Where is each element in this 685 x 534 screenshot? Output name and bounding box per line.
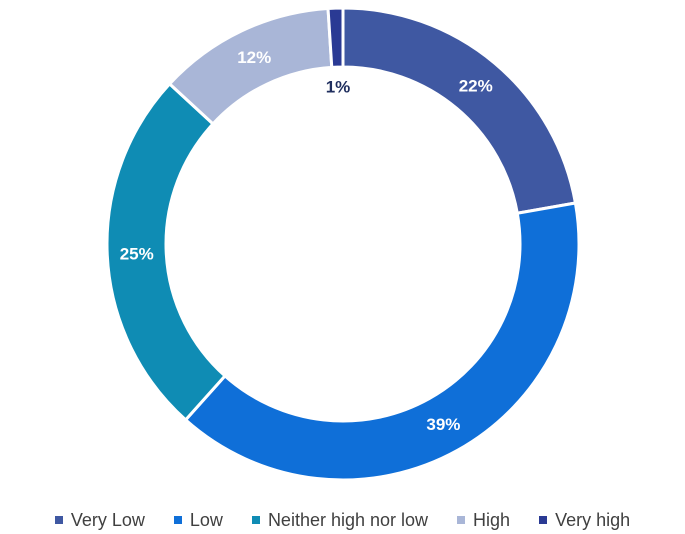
- legend-label-high: High: [473, 509, 511, 530]
- legend-item-neither-high-nor-low: Neither high nor low: [251, 509, 429, 531]
- legend-item-very-low: Very Low: [54, 509, 145, 531]
- legend-swatch-high: [457, 516, 466, 524]
- data-label-very-low: 22%: [459, 76, 493, 95]
- donut-chart: 22% 39% 25% 12% 1%: [105, 6, 581, 482]
- slice-very-low: [341, 6, 578, 216]
- legend-label-neither-high-nor-low: Neither high nor low: [267, 509, 429, 530]
- legend-label-very-high: Very high: [555, 509, 631, 530]
- chart-legend: Very Low Low Neither high nor low High Very …: [0, 508, 685, 532]
- data-label-high: 12%: [237, 48, 271, 67]
- slice-very-high: [326, 6, 345, 69]
- legend-swatch-neither-high-nor-low: [251, 516, 260, 524]
- data-label-low: 39%: [426, 415, 460, 434]
- legend-swatch-low: [173, 516, 182, 524]
- legend-item-very-high: Very high: [539, 510, 630, 531]
- slice-low: [183, 201, 581, 482]
- legend-item-high: High: [457, 510, 510, 531]
- donut-slices: [105, 6, 581, 482]
- legend-item-low: Low: [173, 509, 223, 531]
- slice-labels: 22% 39% 25% 12% 1%: [120, 48, 493, 434]
- legend-label-low: Low: [189, 509, 223, 530]
- legend-swatch-very-high: [539, 516, 548, 524]
- legend-swatch-very-low: [54, 516, 63, 524]
- data-label-neither-high-nor-low: 25%: [120, 244, 154, 263]
- data-label-very-high: 1%: [326, 78, 351, 97]
- legend-label-very-low: Very Low: [70, 509, 145, 530]
